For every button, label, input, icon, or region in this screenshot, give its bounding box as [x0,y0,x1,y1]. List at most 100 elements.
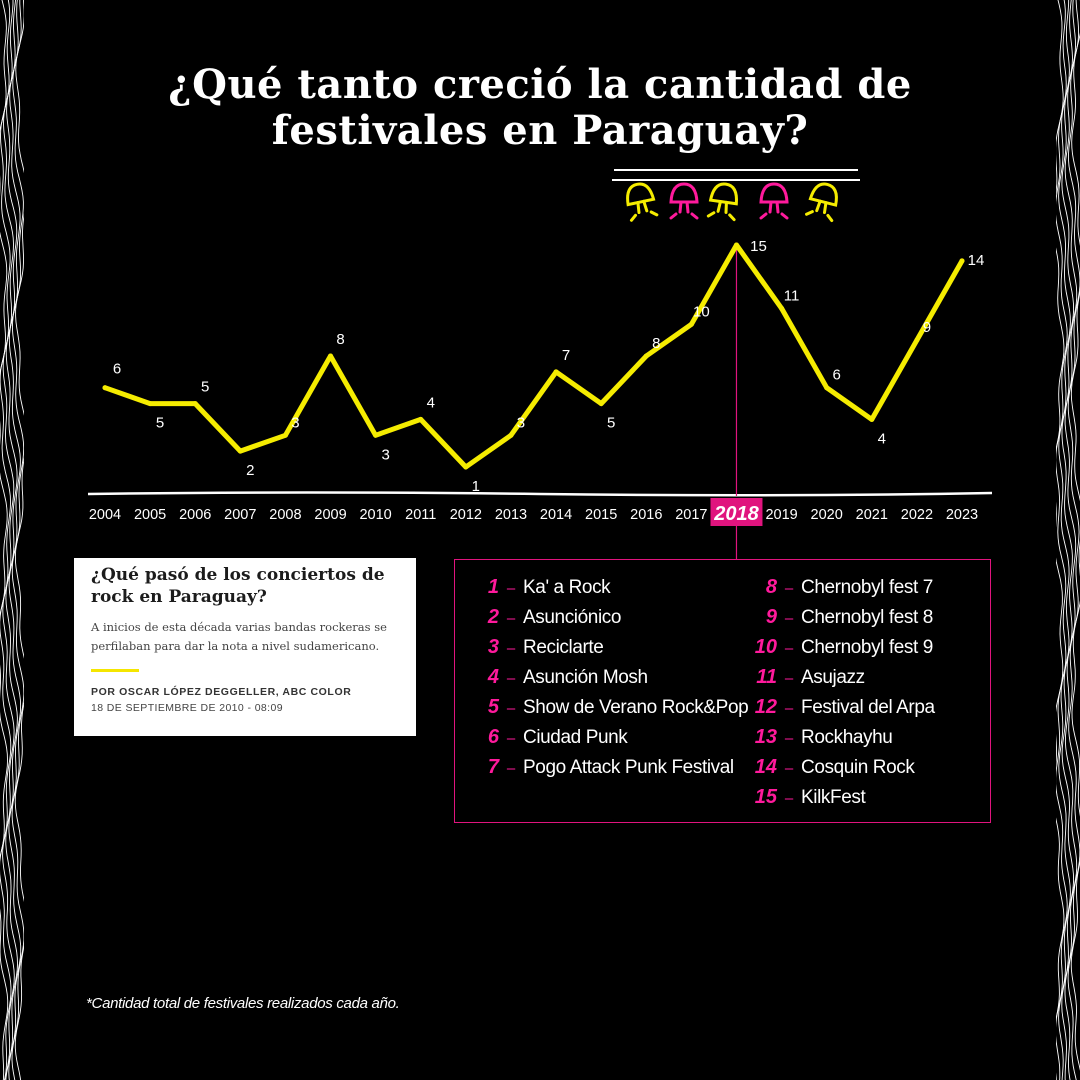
data-label: 3 [381,446,389,463]
legend-festival-name: Show de Verano Rock&Pop [523,697,749,718]
data-point [102,385,108,391]
x-tick-label: 2020 [811,507,843,523]
legend-item: 6– Ciudad Punk [479,722,748,752]
legend-festival-name: Reciclarte [523,637,604,658]
legend-item: 2– Asunciónico [479,602,748,632]
data-label: 3 [291,414,299,431]
data-label: 8 [652,335,660,352]
legend-number: 7 [487,756,499,778]
wave-line [14,0,24,1080]
legend-festival-name: Chernobyl fest 9 [801,637,933,658]
legend-dash: – [506,670,516,687]
wave-line [1067,0,1080,1080]
legend-item: 1– Ka' a Rock [479,572,748,602]
mushroom-icon [805,182,838,223]
x-tick-label: 2008 [269,507,301,523]
data-label: 10 [693,303,710,320]
wave-line [0,0,9,1080]
legend-festival-name: Cosquin Rock [801,757,915,778]
legend-column-1: 1– Ka' a Rock 2– Asunciónico 3– Reciclarte 4– A… [479,572,749,782]
data-label: 4 [427,394,435,411]
data-label: 5 [201,379,209,396]
legend-festival-name: Festival del Arpa [801,697,935,718]
legend-festival-name: Asujazz [801,667,865,688]
x-tick-label: 2006 [179,507,211,523]
wave-line [8,0,22,1080]
legend-dash: – [506,580,516,597]
wave-line [1056,0,1068,1080]
legend-number: 5 [487,696,499,718]
x-tick-label: 2004 [89,507,121,523]
x-tick-label: 2009 [314,507,346,523]
legend-dash: – [784,730,794,747]
article-title[interactable]: ¿Qué pasó de los conciertos de rock en P… [91,565,385,607]
legend-number: 9 [765,606,777,628]
mushroom-icon [759,182,789,220]
article-author: POR OSCAR LÓPEZ DEGGELLER, ABC COLOR [91,686,352,698]
legend-item: 12– Festival del Arpa [751,692,935,722]
legend-festival-name: Ciudad Punk [523,727,628,748]
data-label: 14 [968,252,985,269]
data-label: 7 [562,347,570,364]
legend-dash: – [506,610,516,627]
legend-item: 9– Chernobyl fest 8 [751,602,935,632]
data-label: 3 [517,414,525,431]
left-wavy-border [0,0,24,1080]
data-point [643,353,649,359]
x-tick-label: 2015 [585,507,617,523]
data-point [508,432,514,438]
data-point [733,242,739,248]
legend-dash: – [784,640,794,657]
x-tick-label: 2023 [946,507,978,523]
data-label: 11 [784,287,800,304]
wave-line [1064,0,1078,1080]
legend-number: 14 [754,756,777,778]
data-label: 4 [878,430,886,447]
legend-dash: – [784,760,794,777]
data-point [147,401,153,407]
right-wavy-border [1056,0,1080,1080]
legend-item: 14– Cosquin Rock [751,752,935,782]
legend-number: 6 [487,726,499,748]
data-label: 6 [113,361,121,378]
legend-festival-name: Asunción Mosh [523,667,648,688]
mushroom-icon [706,182,738,222]
legend-dash: – [506,640,516,657]
data-label: 6 [833,367,841,384]
wave-line [1056,0,1065,1080]
x-tick-label: 2010 [359,507,391,523]
legend-item: 15– KilkFest [751,782,935,812]
x-tick-label: 2007 [224,507,256,523]
data-point [598,401,604,407]
legend-festival-name: Pogo Attack Punk Festival [523,757,734,778]
data-point [192,401,198,407]
mushroom-icon [626,182,659,222]
x-tick-label: 2013 [495,507,527,523]
series-line [102,242,965,470]
legend-dash: – [784,670,794,687]
data-point [373,432,379,438]
data-label: 15 [750,238,767,255]
article-card[interactable]: ¿Qué pasó de los conciertos de rock en P… [74,558,416,736]
data-point [328,353,334,359]
legend-item: 10– Chernobyl fest 9 [751,632,935,662]
x-tick-label: 2017 [675,507,707,523]
article-summary: A inicios de esta década varias bandas r… [91,620,387,653]
data-point [959,258,965,264]
legend-festival-name: Chernobyl fest 8 [801,607,933,628]
data-label: 2 [246,462,254,479]
legend-item: 5– Show de Verano Rock&Pop [479,692,749,722]
x-axis-line [87,491,993,497]
legend-festival-name: Ka' a Rock [523,577,611,598]
data-label: 8 [336,331,344,348]
data-point [779,305,785,311]
legend-item: 8– Chernobyl fest 7 [751,572,935,602]
wave-line [1061,0,1075,1080]
x-tick-label: 2011 [405,507,436,523]
legend-number: 8 [765,576,777,598]
article-divider [91,669,139,672]
data-point [418,416,424,422]
x-tick-label: 2012 [450,507,482,523]
legend-item: 13– Rockhayhu [751,722,935,752]
legend-dash: – [506,730,516,747]
